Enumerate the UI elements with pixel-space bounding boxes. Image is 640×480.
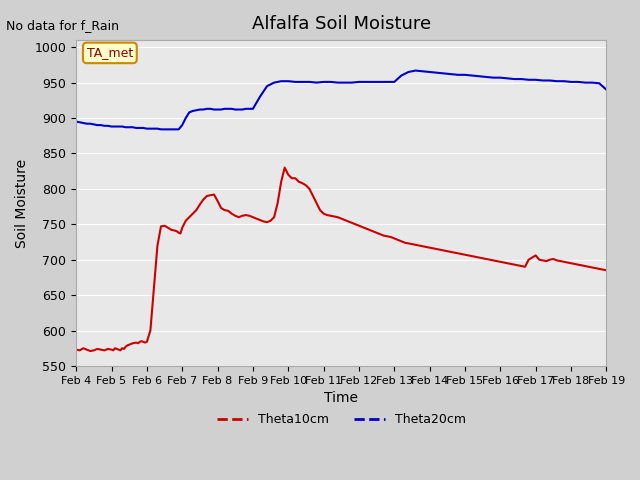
Title: Alfalfa Soil Moisture: Alfalfa Soil Moisture [252, 15, 431, 33]
Y-axis label: Soil Moisture: Soil Moisture [15, 158, 29, 248]
X-axis label: Time: Time [324, 391, 358, 405]
Text: TA_met: TA_met [87, 47, 133, 60]
Text: No data for f_Rain: No data for f_Rain [6, 19, 120, 32]
Legend: Theta10cm, Theta20cm: Theta10cm, Theta20cm [211, 408, 471, 432]
